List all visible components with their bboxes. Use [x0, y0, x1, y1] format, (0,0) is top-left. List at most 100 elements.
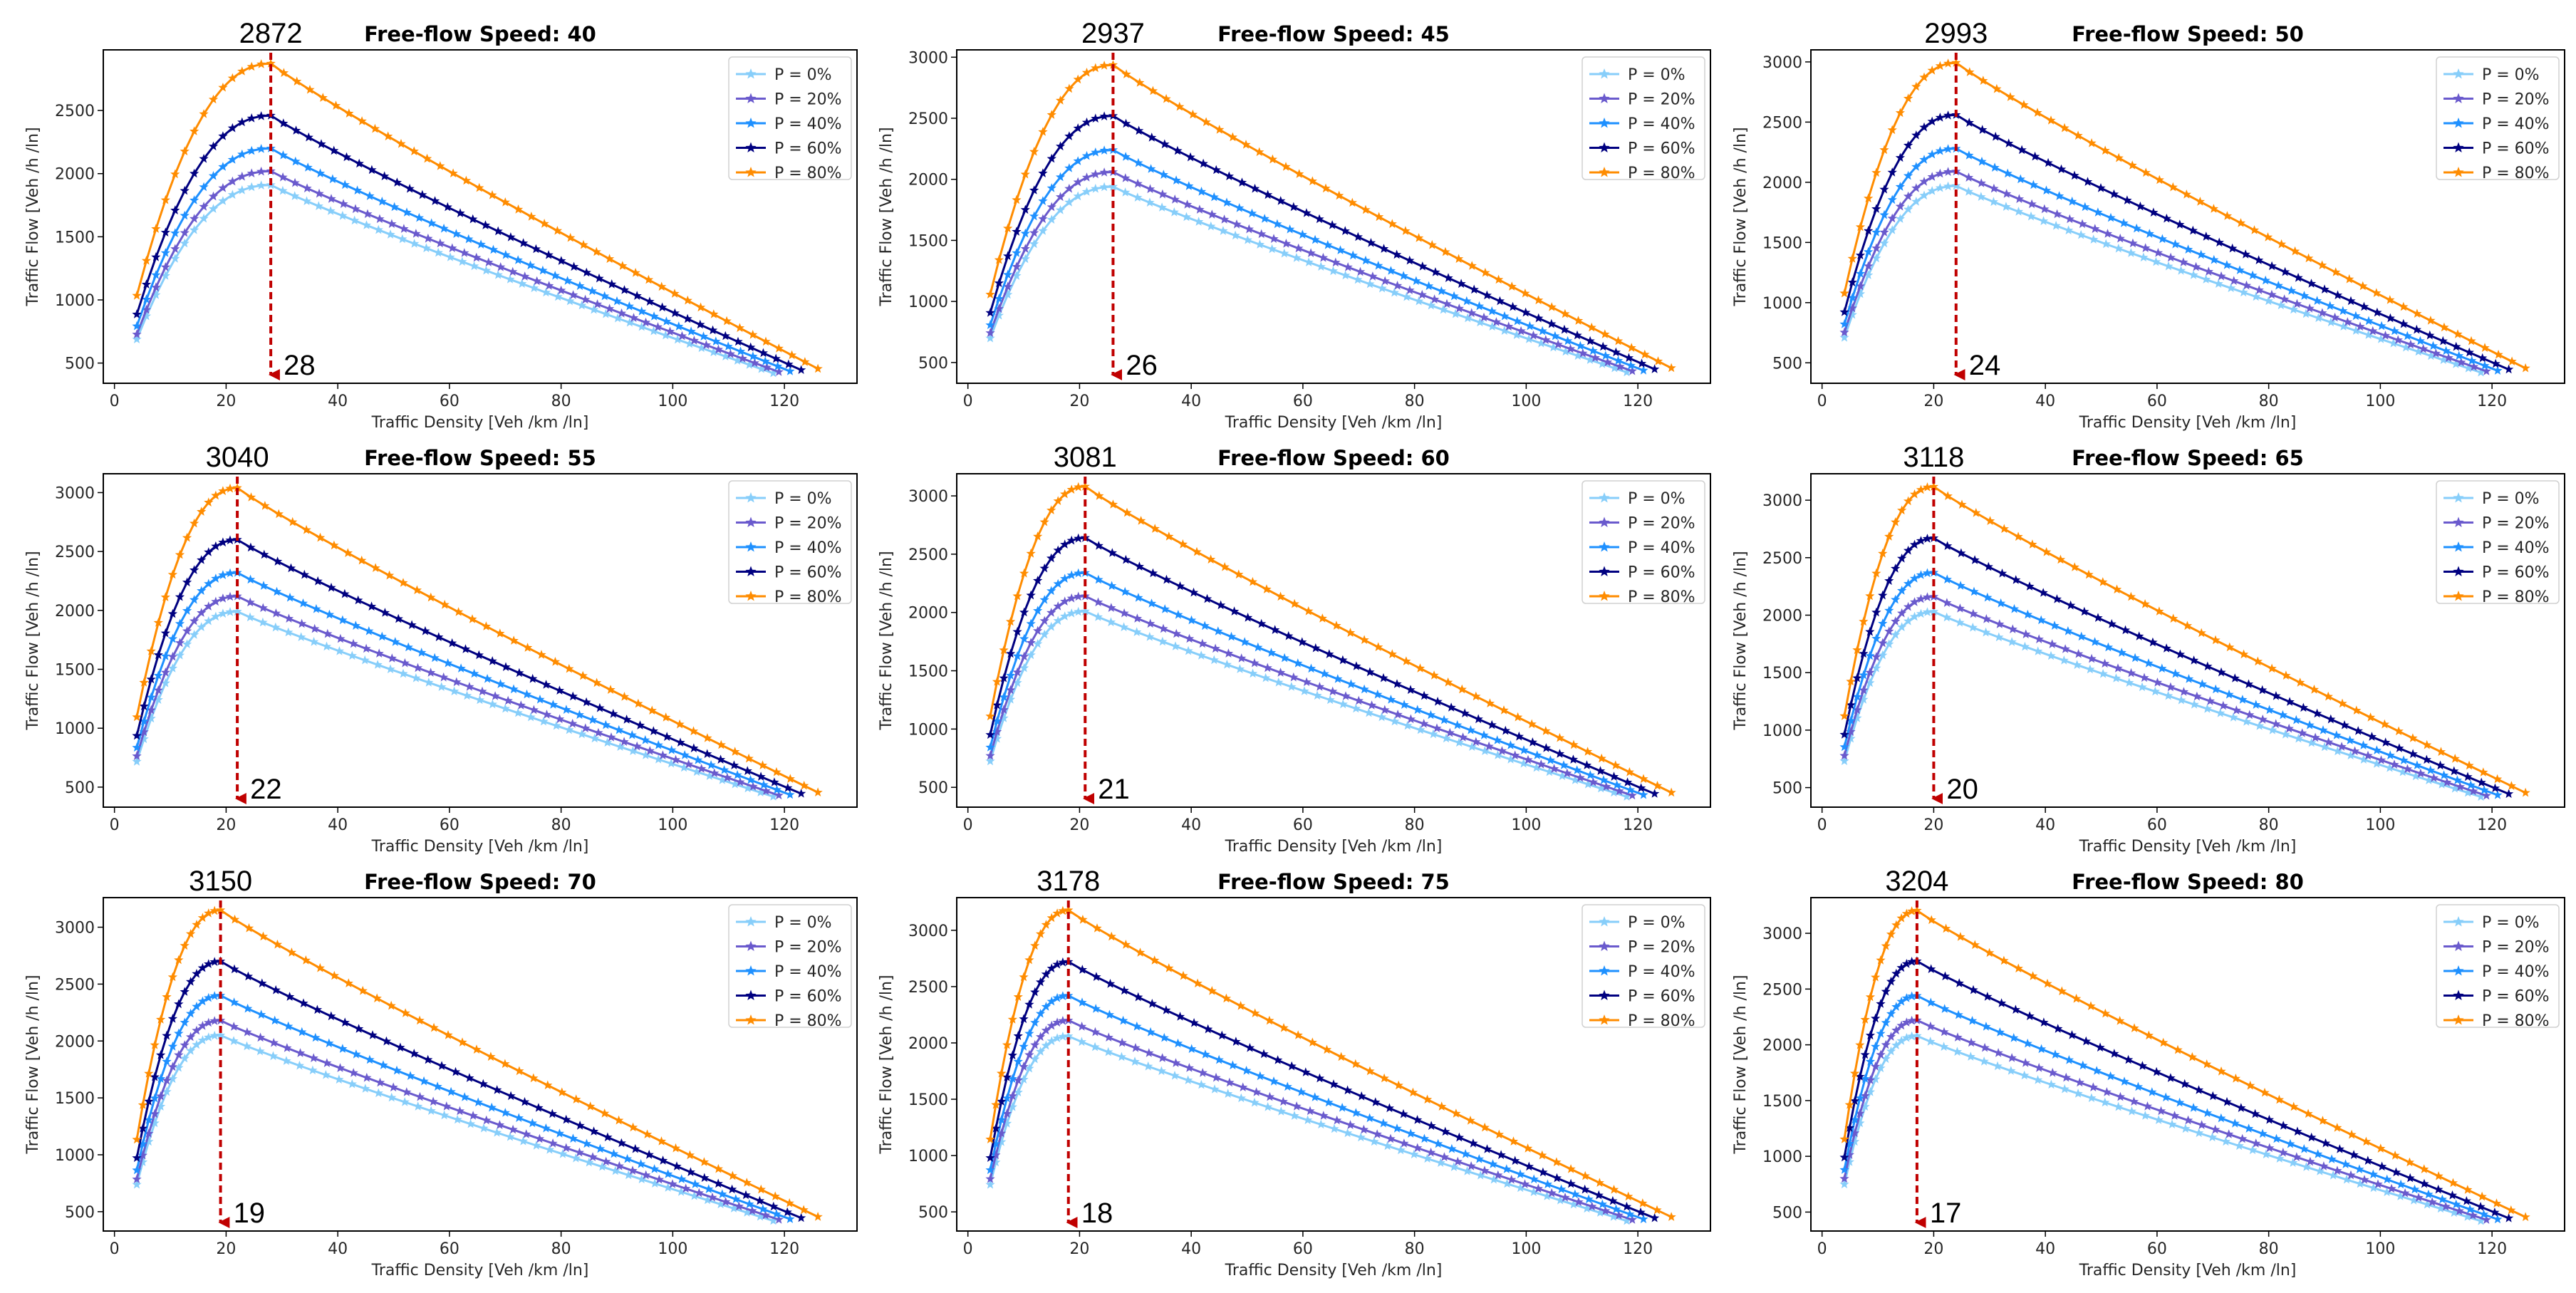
data-point — [2312, 708, 2322, 718]
data-point — [1145, 184, 1155, 194]
data-point — [2380, 331, 2391, 340]
data-point — [227, 73, 237, 83]
data-point — [2409, 1184, 2420, 1194]
legend-marker — [1599, 541, 1610, 552]
data-point — [1855, 1093, 1865, 1103]
data-point — [1081, 68, 1092, 77]
data-point — [1241, 140, 1251, 149]
data-point — [1549, 764, 1559, 773]
data-point — [613, 313, 623, 323]
data-point — [2081, 1036, 2091, 1046]
data-point — [1575, 341, 1585, 350]
data-point — [1588, 777, 1599, 786]
y-tick-label: 2500 — [55, 976, 95, 994]
data-point — [1235, 664, 1245, 673]
x-tick-label: 40 — [1181, 816, 1201, 834]
data-point — [1487, 1159, 1498, 1168]
data-point — [992, 733, 1002, 743]
data-point — [2053, 1024, 2063, 1033]
legend-marker — [1599, 516, 1610, 527]
data-point — [2463, 787, 2473, 797]
legend-item: P = 80% — [736, 165, 842, 182]
y-tick-label: 2000 — [908, 1035, 948, 1053]
data-point — [185, 977, 196, 986]
data-point — [399, 224, 409, 233]
data-point — [1189, 1018, 1199, 1027]
data-point — [2238, 695, 2248, 704]
data-point — [365, 191, 375, 200]
data-point — [218, 486, 228, 495]
data-point — [574, 1147, 584, 1157]
data-point — [1019, 568, 1029, 578]
subplot-title: Free-flow Speed: 40 — [364, 22, 596, 46]
data-point — [180, 210, 189, 220]
data-point — [1064, 83, 1074, 93]
peak-flow-label: 2872 — [239, 18, 303, 49]
data-point — [633, 698, 643, 708]
data-point — [1520, 1179, 1530, 1188]
x-tick-label: 0 — [110, 393, 120, 410]
data-point — [1331, 257, 1341, 267]
data-point — [1353, 232, 1363, 242]
data-point — [604, 254, 615, 264]
data-point — [465, 1118, 476, 1128]
data-point — [536, 650, 546, 659]
data-point — [464, 234, 474, 244]
data-point — [1467, 742, 1477, 751]
data-point — [189, 595, 199, 604]
data-point — [799, 1205, 809, 1215]
data-point — [1222, 197, 1232, 207]
legend-marker — [745, 990, 757, 1000]
data-point — [1005, 616, 1016, 626]
data-point — [641, 1170, 651, 1180]
data-point — [1609, 1185, 1619, 1194]
data-point — [1091, 113, 1101, 123]
data-point — [1396, 1145, 1406, 1155]
data-point — [700, 1173, 710, 1183]
data-point — [479, 1123, 489, 1133]
data-point — [1871, 633, 1881, 643]
data-point — [1133, 192, 1143, 202]
data-point — [1557, 1184, 1567, 1194]
data-point — [218, 570, 228, 579]
data-point — [1196, 650, 1206, 660]
data-point — [744, 360, 754, 369]
data-point — [1064, 197, 1074, 207]
data-point — [1487, 321, 1497, 331]
data-point — [1046, 621, 1056, 631]
series-20pct — [985, 167, 1637, 375]
data-point — [1969, 586, 1979, 596]
data-point — [1425, 710, 1436, 720]
data-point — [2476, 1215, 2486, 1225]
data-point — [1460, 1148, 1470, 1158]
legend-label: P = 60% — [1628, 988, 1695, 1006]
data-point — [992, 700, 1002, 710]
data-point — [637, 321, 647, 331]
data-point — [985, 328, 995, 338]
data-point — [1185, 152, 1195, 162]
data-point — [1105, 979, 1116, 988]
data-point — [2481, 1215, 2491, 1224]
data-point — [715, 754, 726, 764]
data-point — [197, 507, 207, 516]
data-point — [1624, 1191, 1634, 1201]
data-point — [146, 646, 156, 655]
data-point — [2141, 243, 2151, 252]
y-tick-label: 2500 — [1762, 550, 1802, 568]
series-20pct — [1839, 166, 2491, 375]
data-point — [420, 625, 430, 635]
data-point — [2235, 218, 2246, 227]
data-point — [1281, 239, 1291, 248]
data-point — [601, 308, 611, 318]
data-point — [1382, 1141, 1393, 1151]
data-point — [1066, 608, 1076, 618]
data-point — [1440, 1126, 1450, 1136]
data-point — [1479, 730, 1489, 739]
data-point — [211, 611, 221, 621]
data-point — [1653, 356, 1663, 365]
data-point — [1469, 284, 1479, 294]
x-tick-label: 20 — [216, 816, 236, 834]
data-point — [197, 555, 207, 564]
data-point — [132, 757, 142, 766]
data-point — [2323, 737, 2334, 747]
